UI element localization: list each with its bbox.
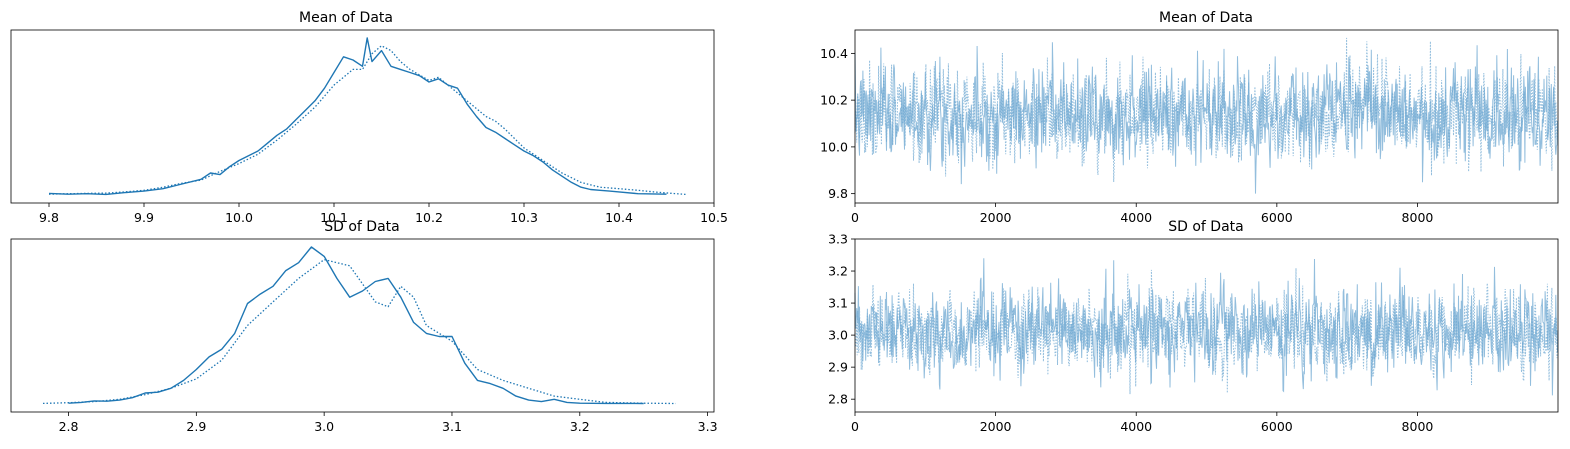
y-tick-label: 10.0 (820, 139, 848, 154)
x-tick-label: 6000 (1261, 419, 1293, 434)
x-tick-label: 3.2 (570, 419, 590, 434)
chart-title: SD of Data (1168, 219, 1244, 235)
y-tick-label: 3.0 (828, 328, 848, 343)
y-tick-label: 2.8 (828, 392, 848, 407)
chart-title: SD of Data (324, 219, 400, 235)
trace-line-chain-2 (854, 37, 1558, 183)
chart-sd-trace: SD of Data 0 2000 4000 6000 8000 2.8 2.9 3.0 3.1… (828, 219, 1559, 434)
x-tick-label: 9.9 (134, 210, 154, 225)
y-tick-label: 10.2 (820, 93, 848, 108)
plot-area: 2.8 2.9 3.0 3.1 3.2 3.3 (42, 246, 718, 434)
chart-title: Mean of Data (1159, 10, 1253, 26)
series-line-chain-1 (48, 37, 667, 196)
x-tick-label: 2000 (980, 419, 1012, 434)
x-tick-label: 10.3 (510, 210, 538, 225)
axes-frame (854, 29, 1559, 204)
x-tick-label: 0 (851, 210, 859, 225)
axes-frame (10, 29, 715, 204)
x-tick-label: 3.1 (442, 419, 462, 434)
y-tick-label: 3.1 (828, 296, 848, 311)
x-tick-label: 10.4 (605, 210, 633, 225)
x-tick-label: 10.5 (700, 210, 728, 225)
plot-area: 0 2000 4000 6000 8000 2.8 2.9 3.0 3.1 3.2 3.3 (828, 232, 1558, 434)
chart-title: Mean of Data (299, 10, 393, 26)
x-tick-label: 3.3 (698, 419, 718, 434)
chart-mean-trace: Mean of Data 0 2000 4000 6000 8000 9.8 10.0 10.… (820, 10, 1559, 225)
y-tick-label: 3.3 (828, 232, 848, 247)
series-line-chain-1 (68, 246, 644, 405)
axes-frame (854, 238, 1559, 413)
series-line-chain-2 (48, 45, 686, 196)
plot-area: 0 2000 4000 6000 8000 9.8 10.0 10.2 10.4 (820, 37, 1558, 225)
axes-frame (10, 238, 715, 413)
x-tick-label: 0 (851, 419, 859, 434)
x-tick-label: 4000 (1120, 210, 1152, 225)
x-tick-label: 8000 (1402, 419, 1434, 434)
plot-area: 9.8 9.9 10.0 10.1 10.2 10.3 10.4 10.5 (39, 37, 728, 225)
y-tick-label: 3.2 (828, 264, 848, 279)
x-tick-label: 10.0 (225, 210, 253, 225)
trace-line-chain-2 (854, 268, 1558, 395)
x-tick-label: 9.8 (39, 210, 59, 225)
chart-sd-density: SD of Data 2.8 2.9 3.0 3.1 3.2 3.3 (10, 219, 718, 434)
y-tick-label: 9.8 (828, 186, 848, 201)
x-tick-label: 2.9 (186, 419, 206, 434)
y-tick-label: 2.9 (828, 360, 848, 375)
x-tick-label: 6000 (1261, 210, 1293, 225)
y-tick-label: 10.4 (820, 46, 848, 61)
series-line-chain-2 (42, 258, 676, 405)
x-tick-label: 2.8 (59, 419, 79, 434)
x-tick-label: 8000 (1402, 210, 1434, 225)
trace-line-chain-1 (854, 42, 1558, 194)
x-tick-label: 10.1 (320, 210, 348, 225)
x-tick-label: 3.0 (314, 419, 334, 434)
x-tick-label: 2000 (980, 210, 1012, 225)
x-tick-label: 10.2 (415, 210, 443, 225)
x-tick-label: 4000 (1120, 419, 1152, 434)
chart-mean-density: Mean of Data 9.8 9.9 10.0 10.1 10.2 10.3 10.4 1… (10, 10, 728, 225)
